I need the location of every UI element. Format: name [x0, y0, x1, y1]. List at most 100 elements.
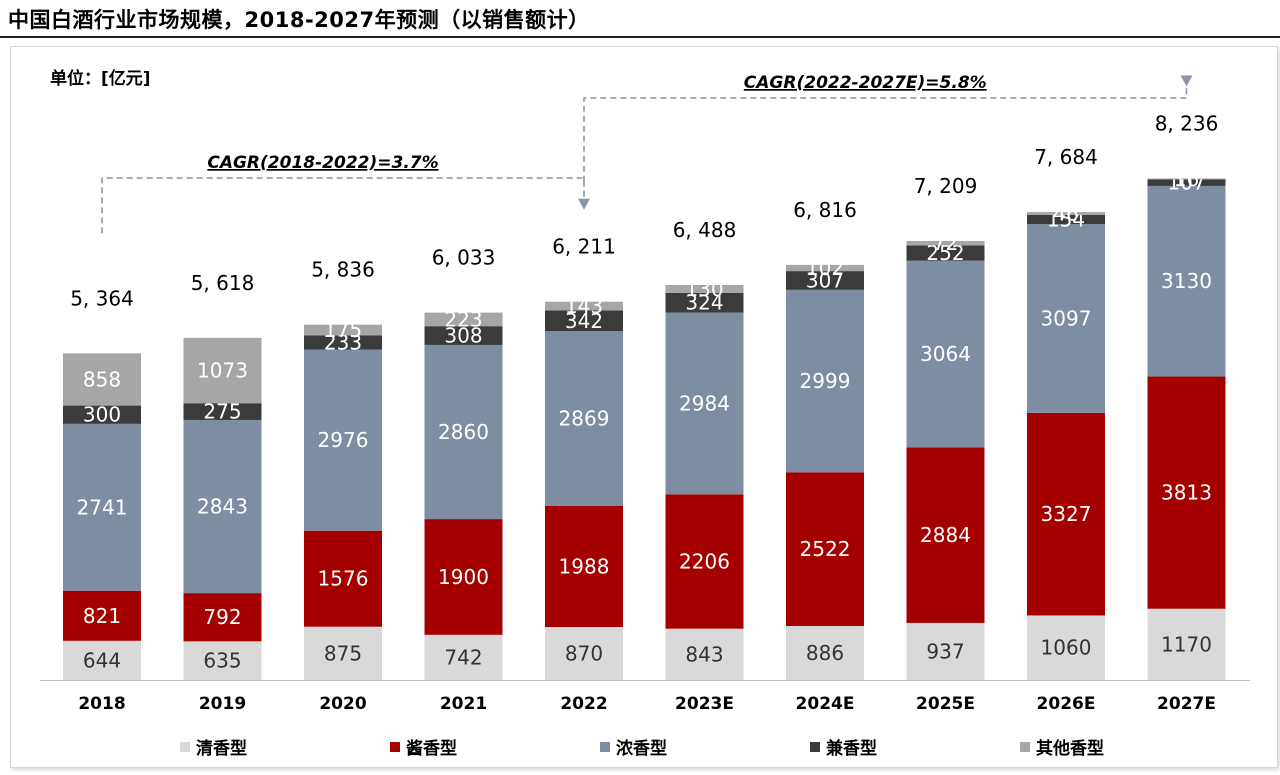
bar-segment: [786, 289, 864, 473]
x-tick-label: 2023E: [675, 694, 734, 714]
total-label: 7, 209: [914, 174, 978, 198]
bar-segment: [63, 640, 141, 680]
legend-label: 兼香型: [826, 739, 877, 759]
cagr-label: CAGR(2022-2027E)=5.8%: [744, 73, 987, 93]
data-label: 308: [444, 324, 482, 348]
data-label: 742: [444, 645, 482, 669]
data-label: 2860: [438, 420, 489, 444]
bar-segment: [906, 240, 985, 246]
bar-segment: [1147, 608, 1226, 680]
legend-swatch: [810, 741, 820, 752]
bar-segment: [183, 403, 262, 420]
total-label: 6, 211: [552, 235, 616, 259]
cagr-bracket: [583, 83, 1188, 182]
total-label: 5, 364: [70, 286, 134, 310]
data-label: 107: [1167, 171, 1205, 195]
legend-item: 兼香型: [810, 734, 877, 759]
data-label: 3813: [1161, 481, 1212, 505]
data-label: 2999: [800, 369, 851, 393]
legend-item: 其他香型: [1020, 734, 1104, 759]
bar-segment: [1147, 179, 1226, 186]
data-label: 3327: [1041, 502, 1092, 526]
bar-segment: [665, 292, 744, 313]
data-label: 175: [324, 318, 362, 342]
bar-segment: [1027, 224, 1105, 413]
cagr-arrowhead: [1180, 75, 1193, 87]
x-tick-label: 2022: [560, 694, 607, 714]
data-label: 3097: [1041, 307, 1092, 331]
bar-segment: [906, 447, 985, 623]
data-label: 2843: [197, 495, 248, 519]
bar-segment: [545, 331, 623, 506]
data-label: 886: [806, 641, 844, 665]
data-label: 2522: [800, 537, 851, 561]
chart-frame: [10, 46, 1278, 768]
cagr-bracket: [101, 177, 585, 234]
bar-segment: [183, 419, 262, 594]
legend-item: 浓香型: [600, 734, 667, 759]
total-label: 6, 033: [432, 246, 496, 270]
bar-segment: [304, 324, 382, 336]
total-label: 5, 618: [191, 271, 255, 295]
legend-swatch: [1020, 741, 1030, 752]
data-label: 324: [685, 291, 723, 315]
data-label: 1988: [559, 554, 610, 578]
x-tick-label: 2027E: [1157, 694, 1216, 714]
bar-segment: [424, 634, 503, 680]
data-label: 1576: [318, 567, 369, 591]
bar-segment: [304, 530, 382, 627]
legend-label: 浓香型: [616, 739, 667, 759]
bar-segment: [63, 353, 141, 406]
data-label: 1060: [1041, 636, 1092, 660]
data-label: 130: [685, 277, 723, 301]
data-label: 843: [685, 642, 723, 666]
cagr-arrowhead: [578, 198, 590, 210]
chart-legend: 清香型 酱香型 浓香型 兼香型 其他香型: [0, 734, 1280, 759]
bar-segment: [906, 245, 985, 261]
x-tick-label: 2024E: [796, 694, 855, 714]
total-label: 6, 816: [793, 198, 857, 222]
bar-segment: [1147, 178, 1226, 180]
data-label: 2206: [679, 549, 730, 573]
bar-segment: [545, 505, 623, 628]
bar-segment: [1027, 214, 1105, 225]
bar-segment: [63, 405, 141, 424]
cagr-label: CAGR(2018-2022)=3.7%: [207, 153, 438, 173]
bar-segment: [906, 622, 985, 680]
total-label: 7, 684: [1034, 145, 1098, 169]
bar-segment: [665, 312, 744, 495]
x-tick-label: 2021: [440, 694, 487, 714]
legend-item: 酱香型: [390, 734, 457, 759]
bar-segment: [183, 593, 262, 642]
data-label: 102: [806, 256, 844, 280]
bar-segment: [183, 641, 262, 680]
x-tick-label: 2018: [78, 694, 125, 714]
total-label: 5, 836: [311, 258, 375, 282]
legend-swatch: [390, 741, 400, 752]
data-label: 870: [565, 642, 603, 666]
bar-segment: [304, 349, 382, 531]
bar-segment: [1027, 212, 1105, 215]
bar-segment: [665, 494, 744, 629]
data-label: 307: [806, 268, 844, 292]
title-divider: [0, 36, 1280, 38]
bar-segment: [545, 301, 623, 311]
data-label: 275: [203, 400, 241, 424]
data-label: 46: [1053, 201, 1078, 225]
data-label: 821: [83, 604, 121, 628]
data-label: 3130: [1161, 269, 1212, 293]
bar-segment: [424, 312, 503, 327]
x-tick-label: 2025E: [916, 694, 975, 714]
bar-segment: [304, 626, 382, 680]
bar-segment: [545, 310, 623, 332]
legend-swatch: [180, 741, 190, 752]
unit-label: 单位：[亿元]: [50, 69, 151, 89]
bar-segment: [183, 337, 262, 404]
data-label: 2869: [559, 407, 610, 431]
bar-segment: [424, 344, 503, 520]
bar-segment: [304, 335, 382, 350]
bar-segment: [1027, 412, 1105, 616]
data-label: 792: [203, 605, 241, 629]
bar-segment: [786, 626, 864, 680]
data-label: 1073: [197, 359, 248, 383]
